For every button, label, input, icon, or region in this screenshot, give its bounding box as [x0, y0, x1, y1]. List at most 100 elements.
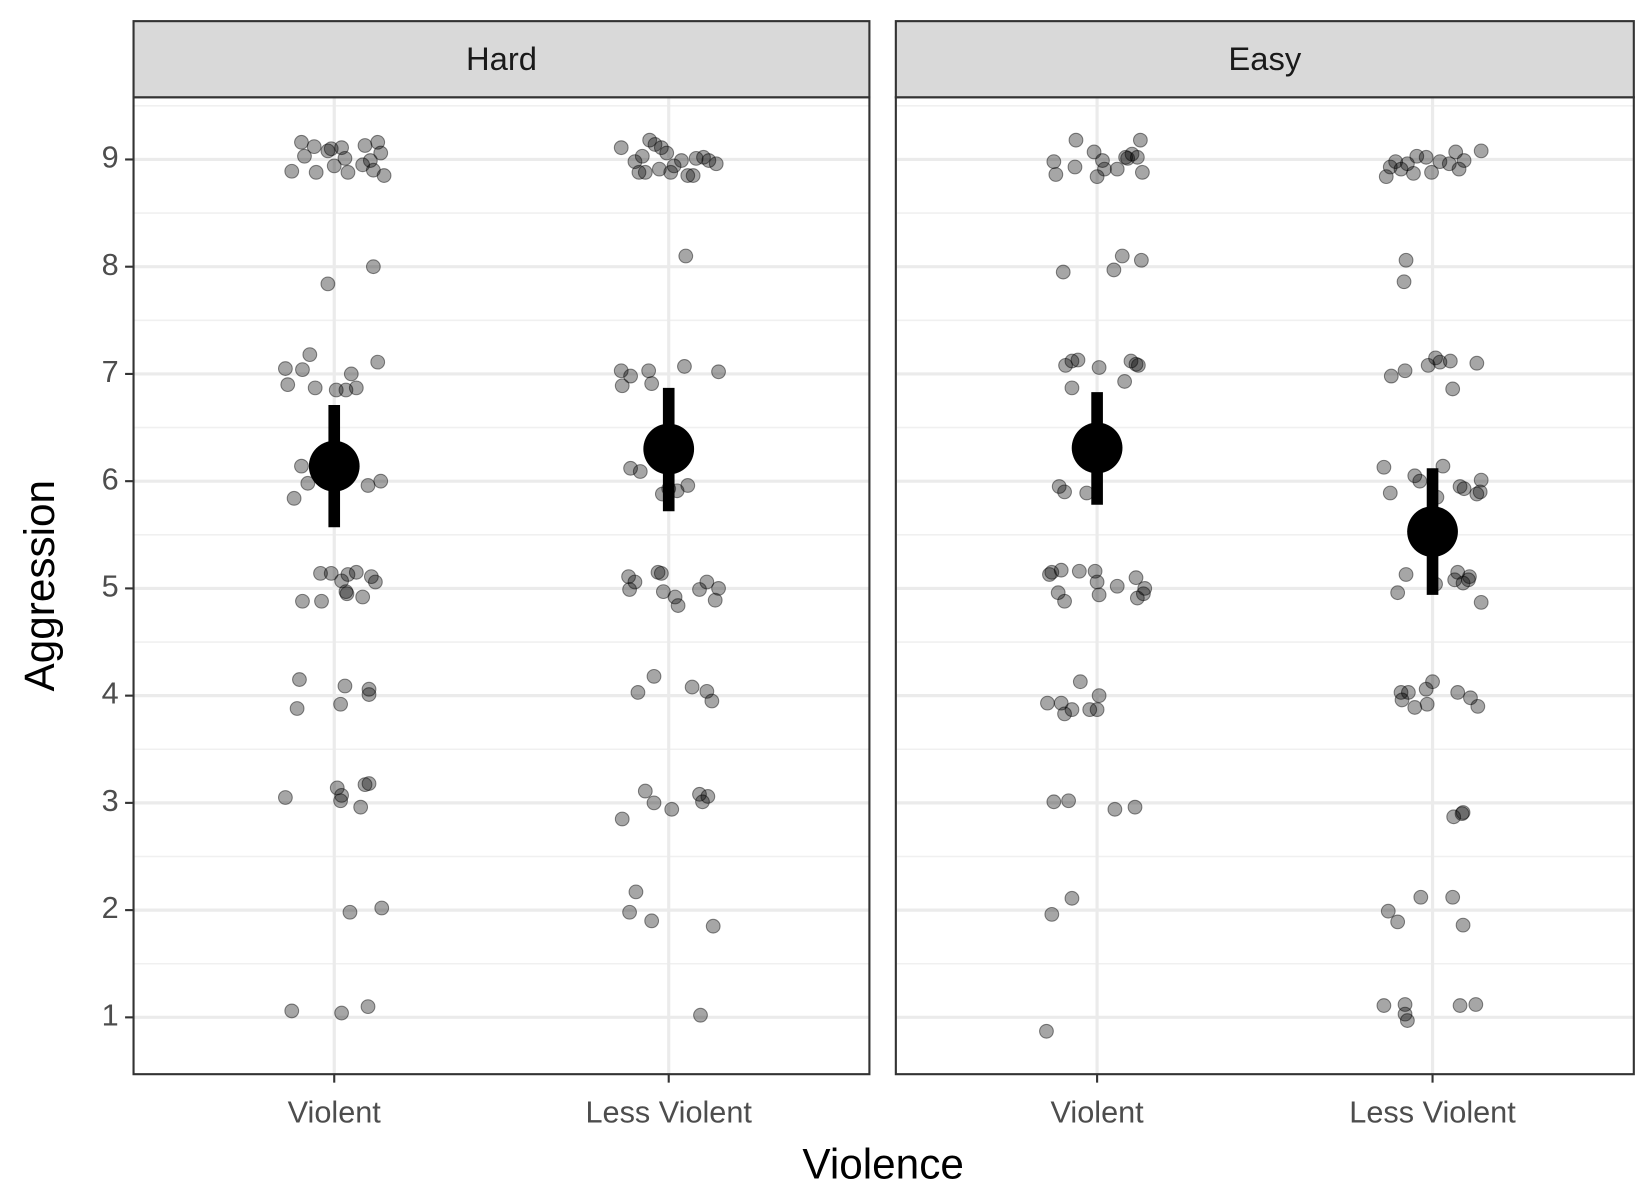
data-point — [1463, 690, 1478, 706]
data-point — [361, 687, 377, 702]
y-tick-label: 1 — [102, 998, 119, 1032]
data-point — [632, 464, 648, 479]
data-point — [1398, 252, 1414, 268]
data-point — [1135, 586, 1151, 602]
data-point — [704, 693, 720, 709]
data-point — [1040, 695, 1055, 711]
y-tick-label: 5 — [102, 570, 119, 604]
data-point — [1399, 156, 1415, 172]
data-point — [1109, 161, 1125, 177]
data-point — [1473, 594, 1489, 610]
x-tick-label: Less Violent — [1349, 1095, 1516, 1129]
data-point — [1409, 148, 1425, 164]
data-point — [1097, 161, 1112, 177]
data-point — [1044, 907, 1060, 922]
data-point — [1046, 794, 1062, 810]
data-point — [644, 913, 660, 929]
data-point — [613, 363, 629, 379]
data-point — [348, 564, 364, 580]
data-point — [1087, 563, 1103, 579]
data-point — [684, 679, 700, 695]
data-point — [284, 163, 300, 179]
data-point — [1445, 381, 1461, 397]
data-point — [1472, 484, 1488, 500]
y-tick-label: 9 — [102, 141, 119, 175]
data-point — [614, 378, 630, 394]
data-point — [1091, 688, 1107, 704]
data-point — [692, 786, 707, 802]
data-point — [1382, 485, 1398, 501]
data-point — [663, 164, 679, 180]
data-point — [1435, 458, 1451, 474]
data-point — [623, 460, 638, 476]
data-point — [628, 884, 644, 900]
data-point — [653, 565, 669, 581]
data-point — [1089, 169, 1105, 185]
data-point — [705, 918, 721, 934]
data-point — [634, 148, 650, 164]
data-point — [1109, 578, 1125, 594]
data-point — [370, 134, 386, 150]
data-point — [644, 376, 660, 391]
data-point — [328, 382, 344, 398]
data-point — [1412, 473, 1428, 489]
data-point — [1082, 702, 1098, 717]
y-tick-label: 2 — [102, 891, 119, 925]
data-point — [1418, 681, 1434, 697]
data-point — [627, 574, 643, 590]
data-point — [1446, 809, 1462, 825]
data-point — [699, 574, 715, 590]
mean-point — [1407, 506, 1458, 557]
data-point — [1469, 486, 1485, 502]
data-point — [700, 789, 716, 804]
data-point — [329, 780, 345, 796]
data-point — [1425, 674, 1440, 690]
data-point — [365, 162, 381, 178]
data-point — [1058, 357, 1073, 373]
data-point — [1432, 354, 1448, 370]
data-point — [333, 696, 348, 712]
data-point — [711, 364, 726, 380]
data-point — [677, 359, 692, 374]
data-point — [1055, 264, 1071, 280]
data-point — [631, 164, 647, 180]
data-point — [1388, 154, 1404, 170]
data-point — [1420, 357, 1436, 373]
data-point — [334, 573, 349, 589]
data-point — [1469, 355, 1485, 371]
data-point — [696, 149, 711, 165]
data-point — [1473, 472, 1489, 488]
strip — [132, 20, 871, 99]
data-point — [1407, 700, 1423, 715]
data-point — [1089, 702, 1105, 717]
data-point — [1376, 998, 1392, 1013]
data-point — [1132, 132, 1148, 148]
data-point — [376, 168, 392, 183]
data-point — [621, 569, 636, 585]
data-point — [284, 1003, 300, 1019]
data-point — [1061, 793, 1076, 809]
data-point — [1400, 685, 1416, 700]
x-tick-label: Violent — [288, 1095, 382, 1129]
data-point — [1450, 564, 1466, 580]
data-point — [339, 586, 355, 602]
data-point — [678, 248, 694, 264]
data-point — [373, 145, 389, 161]
mean-point — [308, 440, 360, 492]
data-point — [1095, 153, 1110, 168]
data-point — [1390, 914, 1406, 930]
data-point — [613, 140, 629, 156]
data-point — [685, 168, 701, 183]
data-point — [1129, 590, 1145, 606]
data-point — [373, 473, 389, 489]
data-point — [680, 168, 696, 183]
data-point — [348, 380, 364, 396]
data-point — [1089, 574, 1105, 590]
data-point — [627, 154, 643, 170]
data-point — [363, 569, 379, 585]
data-point — [1456, 153, 1472, 168]
data-point — [667, 589, 683, 605]
data-point — [674, 153, 689, 168]
data-point — [357, 777, 373, 793]
data-point — [1397, 363, 1413, 379]
